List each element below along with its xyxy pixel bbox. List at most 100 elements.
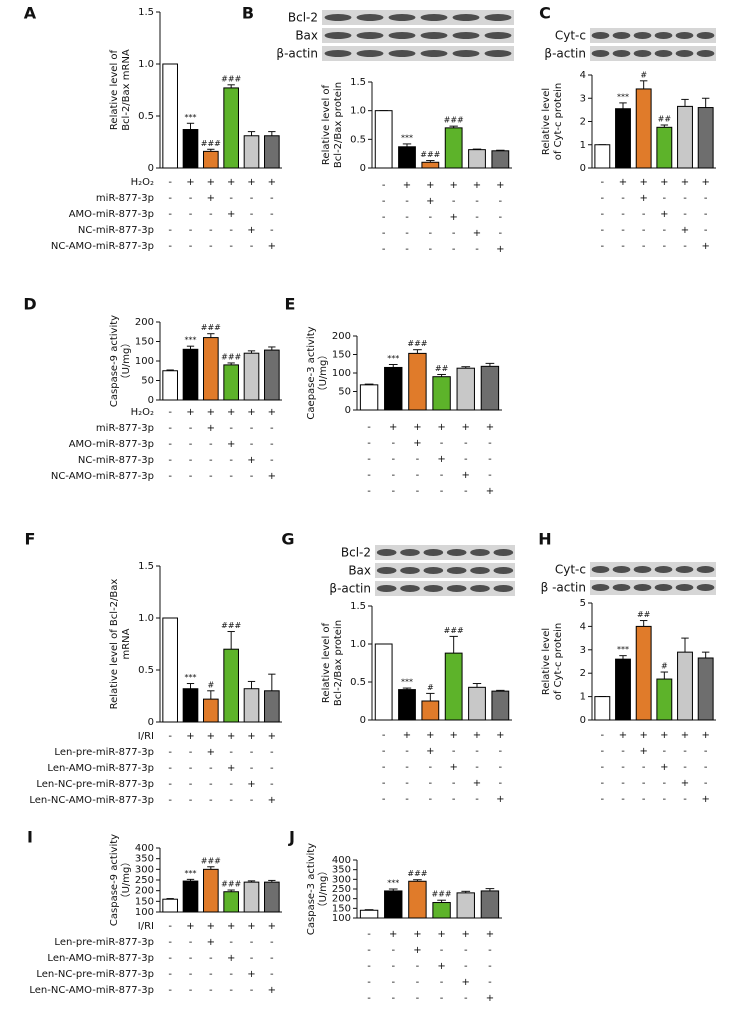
condition-sign: + — [247, 969, 255, 980]
y-tick-label: 4 — [580, 70, 586, 81]
condition-sign: - — [601, 225, 605, 236]
condition-sign: - — [642, 778, 646, 789]
condition-sign: - — [475, 746, 479, 757]
condition-label: miR-877-3p — [96, 193, 154, 204]
condition-sign: - — [683, 762, 687, 773]
condition-sign: - — [168, 177, 172, 188]
condition-sign: + — [247, 407, 255, 418]
bar — [243, 135, 260, 169]
condition-sign: - — [367, 945, 371, 956]
condition-sign: + — [227, 731, 235, 742]
condition-sign: - — [416, 977, 420, 988]
condition-sign: - — [168, 471, 172, 482]
condition-sign: - — [452, 244, 456, 255]
significance-label: ### — [221, 880, 241, 889]
bar — [491, 690, 510, 721]
condition-sign: + — [681, 177, 689, 188]
blot-strip — [322, 10, 514, 25]
condition-sign: + — [681, 225, 689, 236]
condition-sign: + — [639, 730, 647, 741]
condition-sign: - — [391, 470, 395, 481]
condition-sign: + — [462, 422, 470, 433]
condition-sign: - — [416, 993, 420, 1004]
condition-sign: - — [499, 778, 503, 789]
condition-sign: - — [405, 228, 409, 239]
condition-sign: - — [499, 746, 503, 757]
condition-label: Len-AMO-miR-877-3p — [47, 953, 154, 964]
bar — [374, 643, 393, 721]
condition-sign: - — [168, 763, 172, 774]
condition-sign: - — [488, 961, 492, 972]
condition-label: Len-NC-AMO-miR-877-3p — [29, 795, 154, 806]
significance-label: *** — [185, 113, 197, 122]
blot-label: Bcl-2 — [341, 546, 371, 560]
y-tick-label: 150 — [135, 896, 154, 907]
condition-sign: + — [473, 228, 481, 239]
bar — [594, 144, 611, 169]
y-tick-label: 250 — [135, 875, 154, 886]
condition-sign: - — [250, 423, 254, 434]
condition-sign: - — [189, 423, 193, 434]
condition-sign: - — [663, 225, 667, 236]
blot-band — [654, 566, 673, 573]
y-tick-label: 1.5 — [350, 601, 366, 612]
bar — [677, 651, 693, 721]
condition-sign: + — [639, 193, 647, 204]
condition-sign: + — [413, 422, 421, 433]
blot-strip — [590, 46, 716, 61]
y-axis-label: Caspase-9 activity — [109, 315, 120, 407]
condition-sign: + — [268, 985, 276, 996]
y-tick-label: 4 — [580, 621, 586, 632]
condition-sign: + — [449, 762, 457, 773]
condition-sign: - — [209, 969, 213, 980]
bar — [480, 365, 500, 411]
condition-sign: + — [426, 746, 434, 757]
condition-sign: - — [704, 762, 708, 773]
condition-label: Len-NC-pre-miR-877-3p — [36, 779, 154, 790]
condition-sign: - — [683, 746, 687, 757]
y-tick-label: 1.5 — [350, 77, 366, 88]
bar — [182, 880, 199, 913]
blot-band — [452, 50, 480, 57]
y-tick-label: 50 — [141, 376, 154, 387]
significance-label: ### — [221, 74, 241, 83]
condition-sign: - — [464, 945, 468, 956]
condition-sign: + — [403, 730, 411, 741]
condition-sign: - — [382, 746, 386, 757]
condition-sign: - — [440, 977, 444, 988]
blot-band — [612, 50, 631, 57]
condition-sign: - — [168, 969, 172, 980]
condition-sign: - — [168, 241, 172, 252]
condition-label: NC-AMO-miR-877-3p — [51, 241, 154, 252]
blot-band — [591, 584, 610, 591]
y-tick-label: 0 — [580, 163, 586, 174]
condition-label: NC-AMO-miR-877-3p — [51, 471, 154, 482]
condition-sign: - — [270, 225, 274, 236]
condition-sign: - — [663, 794, 667, 805]
bar — [264, 881, 280, 913]
blot-band — [324, 32, 352, 39]
condition-sign: + — [486, 486, 494, 497]
condition-sign: - — [663, 193, 667, 204]
condition-sign: - — [621, 225, 625, 236]
condition-sign: - — [642, 209, 646, 220]
condition-sign: + — [268, 241, 276, 252]
y-tick-label: 2 — [580, 117, 586, 128]
condition-sign: - — [391, 977, 395, 988]
blot-band — [446, 567, 467, 574]
bar — [444, 652, 463, 721]
bar — [243, 881, 260, 913]
bar — [223, 648, 239, 723]
significance-label: ### — [444, 626, 464, 635]
condition-sign: - — [621, 241, 625, 252]
condition-sign: + — [227, 921, 235, 932]
bar — [697, 107, 714, 169]
condition-sign: - — [209, 953, 213, 964]
condition-sign: + — [268, 921, 276, 932]
y-tick-label: 0 — [360, 715, 366, 726]
condition-sign: + — [207, 193, 215, 204]
condition-sign: - — [499, 762, 503, 773]
bar — [182, 688, 199, 723]
blot-strip — [375, 563, 515, 578]
y-tick-label: 200 — [135, 317, 154, 328]
